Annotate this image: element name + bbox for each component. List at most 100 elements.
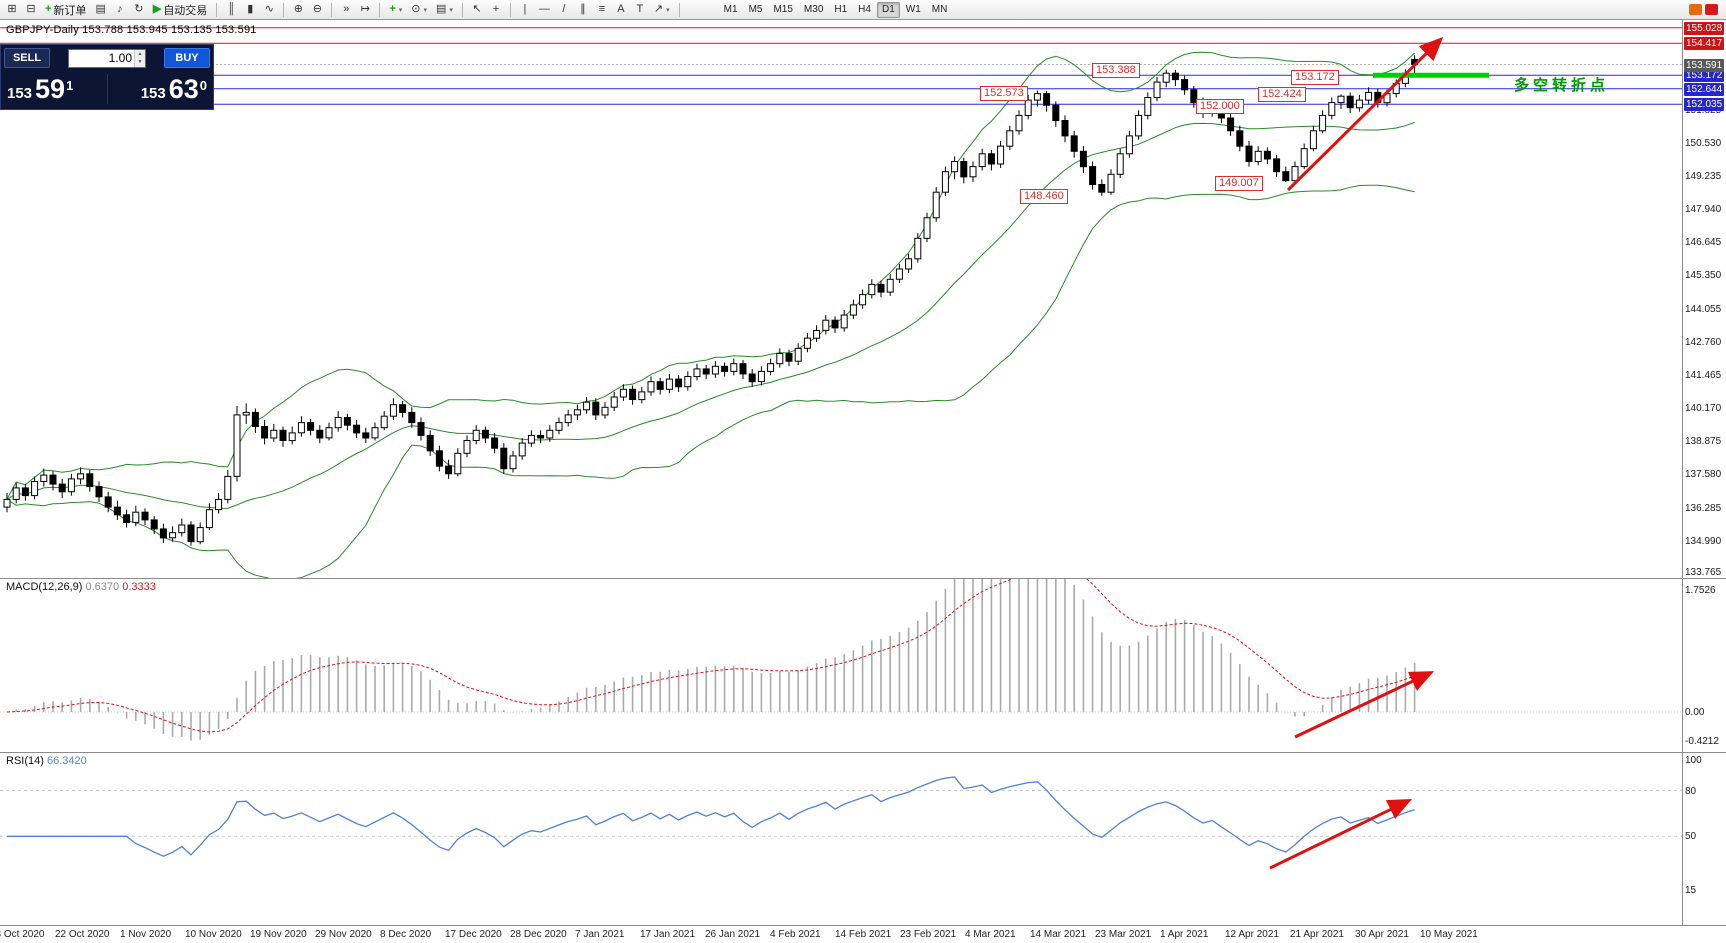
candlestick-chart[interactable] <box>0 20 1682 578</box>
toolbar-separator <box>283 2 285 17</box>
timeframe-m30[interactable]: M30 <box>799 2 828 18</box>
macd-signal-value: 0.3333 <box>122 581 156 593</box>
price-scale-label: 133.765 <box>1685 567 1722 578</box>
horizontal-line-icon[interactable]: — <box>535 1 554 18</box>
timeframe-mn[interactable]: MN <box>927 2 953 18</box>
date-label: 7 Jan 2021 <box>575 929 625 940</box>
price-flag: 152.573 <box>980 86 1028 101</box>
price-level-label: 155.028 <box>1684 21 1725 35</box>
macd-chart[interactable] <box>0 578 1682 752</box>
panel-separator[interactable] <box>0 752 1726 753</box>
label-icon[interactable]: T <box>631 1 649 18</box>
timeframe-h4[interactable]: H4 <box>853 2 876 18</box>
trendline-icon[interactable]: / <box>555 1 573 18</box>
rsi-name: RSI(14) <box>6 755 44 767</box>
price-flag: 152.000 <box>1196 99 1244 114</box>
rsi-chart[interactable] <box>0 752 1682 925</box>
price-scale-label: 149.235 <box>1685 171 1722 182</box>
timeframe-d1[interactable]: D1 <box>876 1 900 18</box>
price-scale[interactable]: 151.825150.530149.235147.940146.645145.3… <box>1682 20 1726 925</box>
timeframe-h1[interactable]: H1 <box>829 2 852 18</box>
volume-input[interactable] <box>69 49 134 67</box>
price-scale-label: 134.990 <box>1685 535 1722 547</box>
price-scale-label: 137.580 <box>1685 469 1722 481</box>
alerts-icon[interactable]: ♪ <box>111 1 129 18</box>
date-label: 17 Jan 2021 <box>640 929 696 940</box>
timeframe-w1[interactable]: W1 <box>901 2 926 18</box>
date-label: 19 Nov 2020 <box>250 929 307 940</box>
zoom-out-icon[interactable]: ⊖ <box>308 1 326 18</box>
price-level-label: 152.035 <box>1684 98 1725 112</box>
buy-button[interactable]: BUY <box>164 48 210 68</box>
price-level-label: 154.417 <box>1684 37 1725 51</box>
date-label: 29 Nov 2020 <box>315 929 372 940</box>
timeframe-m1[interactable]: M1 <box>719 2 743 18</box>
indicators-button[interactable]: + ▾ <box>385 1 406 18</box>
ask-price[interactable]: 153 63 0 <box>108 74 214 104</box>
text-icon[interactable]: A <box>612 1 630 18</box>
toolbar-right <box>1689 4 1723 15</box>
toolbar-separator <box>379 2 381 17</box>
volume-increase-button[interactable]: ▲ <box>135 49 145 58</box>
timeframe-buttons: M1 M5 M15 M30 H1 H4 D1 W1 MN <box>719 1 953 18</box>
candlestick-icon[interactable]: ▮ <box>241 1 259 18</box>
timeframe-m15[interactable]: M15 <box>768 2 797 18</box>
price-scale-label: -0.4212 <box>1685 736 1719 748</box>
cursor-icon[interactable]: ↖ <box>468 1 486 18</box>
toolbar-separator <box>331 2 333 17</box>
price-scale-label: 147.940 <box>1685 204 1722 216</box>
volume-field[interactable]: ▲ ▼ <box>68 48 146 68</box>
price-scale-label: 15 <box>1685 884 1697 896</box>
new-order-button[interactable]: + 新订单 <box>41 1 90 18</box>
fibonacci-icon[interactable]: ≡ <box>593 1 611 18</box>
date-label: 13 Oct 2020 <box>0 929 45 940</box>
price-flag: 153.172 <box>1291 70 1339 85</box>
rsi-indicator-label: RSI(14) 66.3420 <box>6 755 87 767</box>
sell-button[interactable]: SELL <box>4 48 50 68</box>
timeframe-m5[interactable]: M5 <box>744 2 768 18</box>
macd-name: MACD(12,26,9) <box>6 581 83 593</box>
templates-button[interactable]: ▤ ▾ <box>432 1 457 18</box>
bid-big-digits: 59 <box>35 74 66 104</box>
price-scale-label: 150.530 <box>1685 137 1722 149</box>
date-label: 23 Mar 2021 <box>1095 929 1152 940</box>
bar-chart-icon[interactable]: ║ <box>222 1 240 18</box>
tile-windows-icon[interactable]: ⊟ <box>22 1 40 18</box>
alert-icon <box>1689 4 1702 15</box>
channel-icon[interactable]: ∥ <box>574 1 592 18</box>
line-chart-icon[interactable]: ∿ <box>260 1 278 18</box>
price-scale-label: 138.875 <box>1685 436 1722 448</box>
chart-window-icon[interactable]: ▤ <box>91 1 109 18</box>
bid-price[interactable]: 153 59 1 <box>1 74 107 104</box>
chart-shift-icon[interactable]: ↦ <box>356 1 374 18</box>
macd-main-value: 0.6370 <box>85 581 120 593</box>
zoom-in-icon[interactable]: ⊕ <box>289 1 307 18</box>
auto-trading-button[interactable]: ▶ 自动交易 <box>149 1 211 18</box>
price-scale-label: 141.465 <box>1685 369 1722 381</box>
auto-scroll-icon[interactable]: » <box>337 1 355 18</box>
panel-separator[interactable] <box>0 578 1726 579</box>
date-label: 12 Apr 2021 <box>1225 929 1279 940</box>
price-flag: 149.007 <box>1215 176 1263 191</box>
one-click-trading-panel: SELL ▲ ▼ BUY 153 59 1 153 63 0 <box>0 44 214 110</box>
date-label: 28 Dec 2020 <box>510 929 567 940</box>
chevron-down-icon: ▾ <box>449 6 453 14</box>
chevron-down-icon: ▾ <box>398 6 403 14</box>
price-scale-label: 142.760 <box>1685 336 1722 348</box>
price-scale-label: 145.350 <box>1685 270 1722 282</box>
macd-indicator-label: MACD(12,26,9) 0.6370 0.3333 <box>6 581 156 593</box>
date-axis[interactable]: 13 Oct 2020 22 Oct 2020 1 Nov 2020 10 Nov 2… <box>0 925 1726 943</box>
arrows-icon[interactable]: ↗ ▾ <box>650 1 674 18</box>
date-label: 4 Mar 2021 <box>965 929 1016 940</box>
refresh-icon[interactable]: ↻ <box>130 1 148 18</box>
vertical-line-icon[interactable]: | <box>516 1 534 18</box>
rsi-value: 66.3420 <box>46 755 87 767</box>
price-level-label: 153.172 <box>1684 69 1725 83</box>
chevron-down-icon: ▾ <box>423 6 427 14</box>
charts-icon[interactable]: ⊞ <box>3 1 21 18</box>
bid-prefix: 153 <box>7 85 33 102</box>
volume-decrease-button[interactable]: ▼ <box>135 58 145 67</box>
ask-prefix: 153 <box>140 85 166 102</box>
periods-button[interactable]: ⊙ ▾ <box>407 1 431 18</box>
crosshair-icon[interactable]: + <box>487 1 505 18</box>
